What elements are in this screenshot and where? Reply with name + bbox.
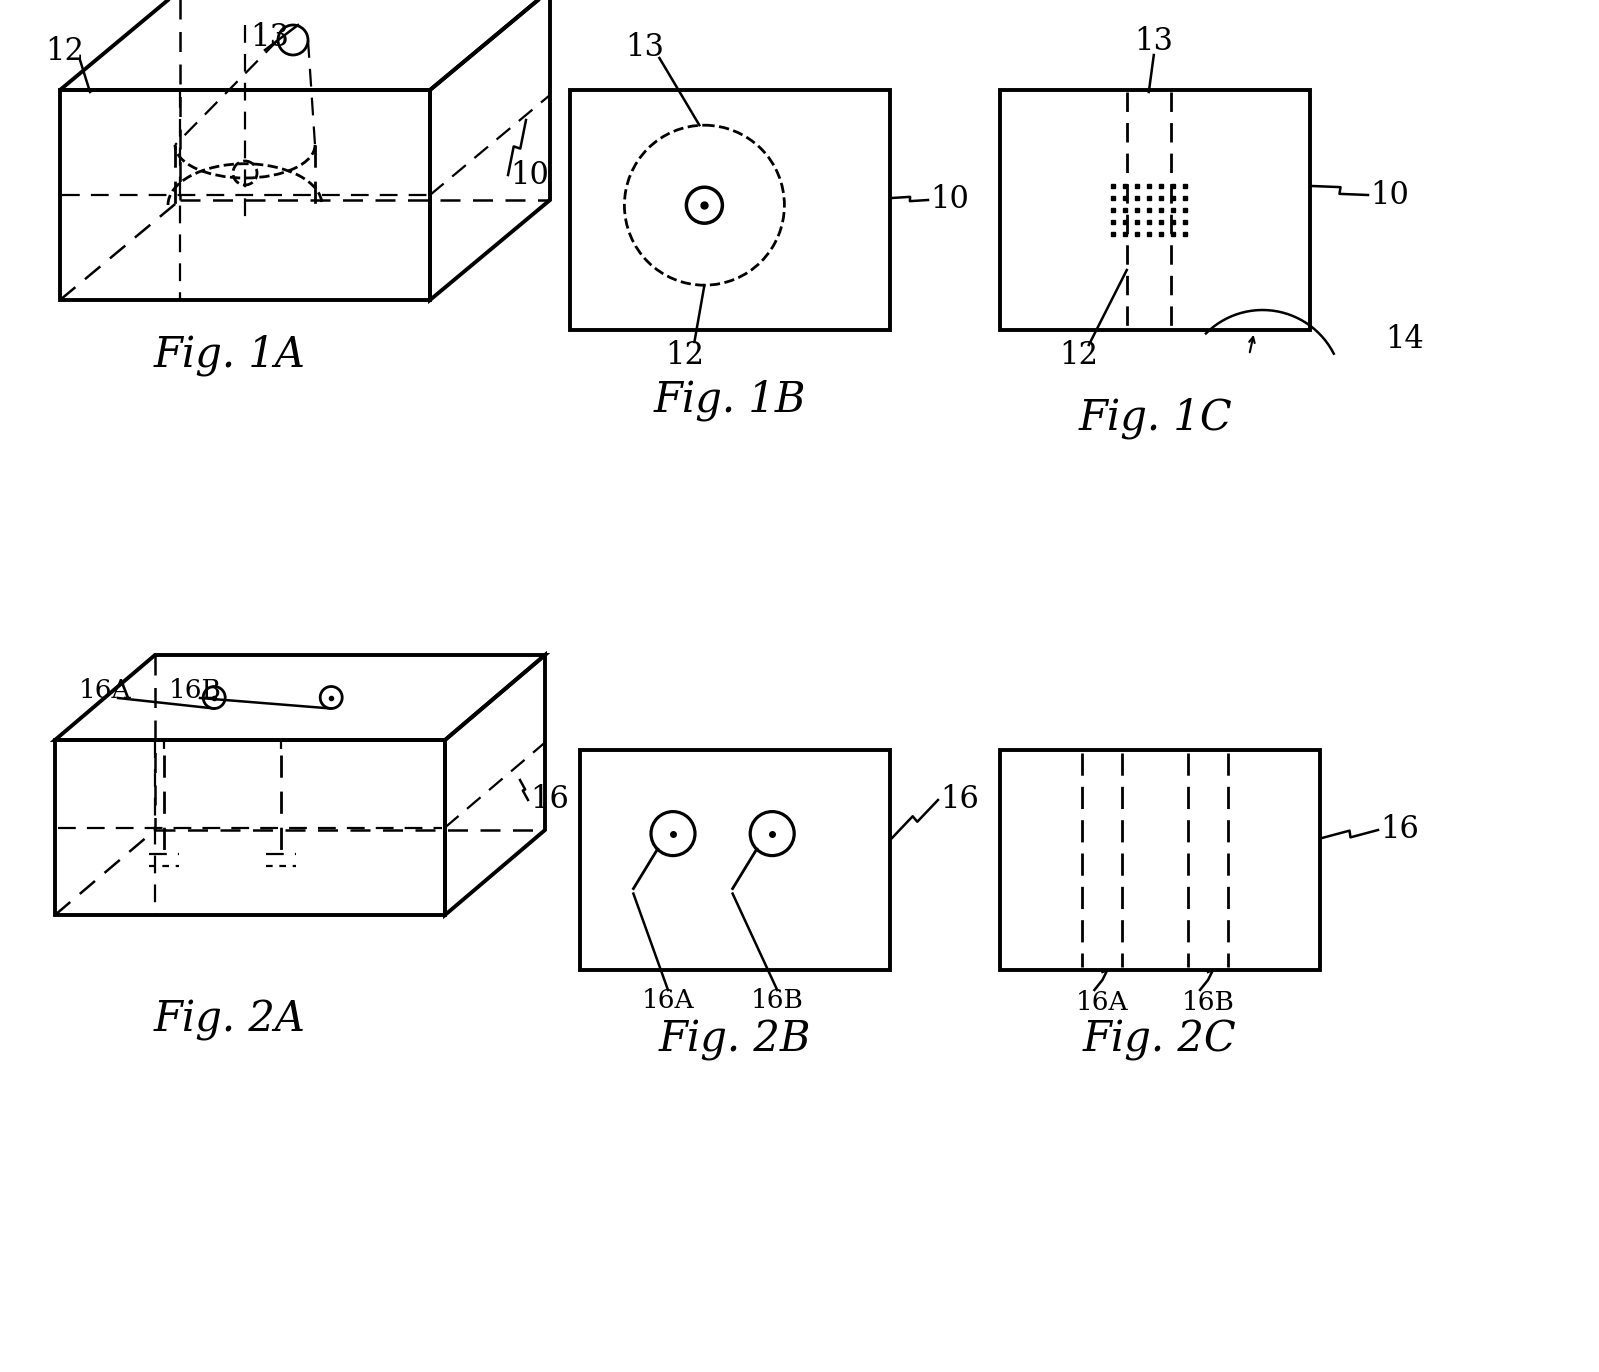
Text: 16A: 16A bbox=[641, 988, 694, 1013]
Text: 14: 14 bbox=[1385, 325, 1423, 355]
Text: Fig. 2C: Fig. 2C bbox=[1083, 1019, 1238, 1061]
Text: Fig. 1A: Fig. 1A bbox=[154, 333, 305, 376]
Text: 10: 10 bbox=[1370, 180, 1409, 210]
Text: 13: 13 bbox=[625, 33, 664, 63]
Text: 12: 12 bbox=[45, 37, 85, 67]
Text: 16B: 16B bbox=[752, 988, 804, 1013]
Text: 13: 13 bbox=[251, 22, 289, 54]
Text: 12: 12 bbox=[665, 339, 704, 370]
Text: Fig. 1C: Fig. 1C bbox=[1078, 397, 1231, 439]
Text: 16A: 16A bbox=[78, 678, 131, 702]
Text: 10: 10 bbox=[931, 184, 969, 215]
Text: 13: 13 bbox=[1134, 26, 1174, 58]
Text: Fig. 2A: Fig. 2A bbox=[154, 999, 305, 1041]
Text: 12: 12 bbox=[1059, 339, 1099, 370]
Text: Fig. 2B: Fig. 2B bbox=[659, 1019, 811, 1061]
Text: 16B: 16B bbox=[1182, 989, 1234, 1014]
Text: Fig. 1B: Fig. 1B bbox=[654, 379, 806, 421]
Text: 16: 16 bbox=[1380, 815, 1418, 845]
Text: 16: 16 bbox=[940, 785, 979, 815]
Text: 10: 10 bbox=[510, 159, 548, 191]
Text: 16A: 16A bbox=[1076, 989, 1129, 1014]
Text: 16: 16 bbox=[529, 785, 569, 815]
Text: 16B: 16B bbox=[168, 678, 221, 702]
